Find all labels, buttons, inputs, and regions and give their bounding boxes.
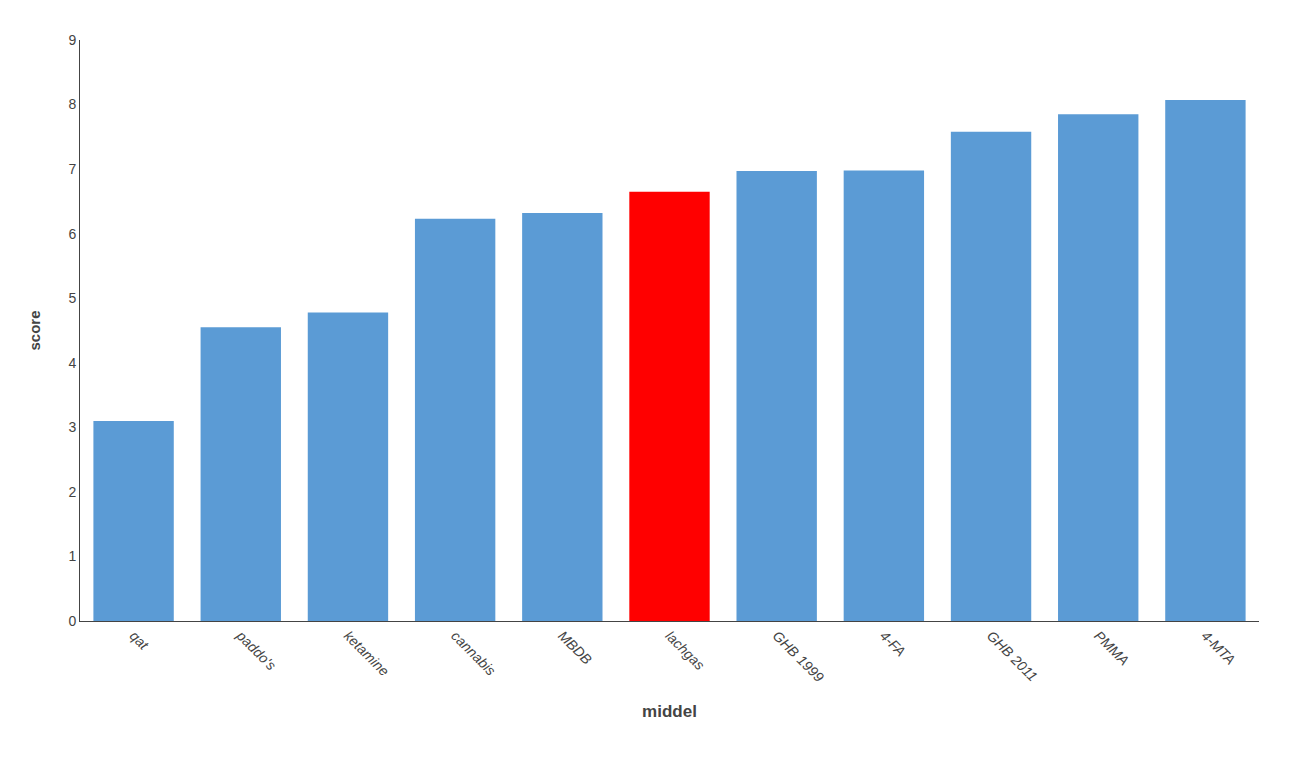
svg-text:6: 6 xyxy=(68,226,76,242)
svg-text:4-MTA: 4-MTA xyxy=(1198,628,1238,668)
svg-text:MBDB: MBDB xyxy=(555,628,595,668)
svg-text:5: 5 xyxy=(68,290,76,306)
svg-text:1: 1 xyxy=(68,548,76,564)
svg-text:GHB 1999: GHB 1999 xyxy=(770,628,828,686)
svg-text:lachgas: lachgas xyxy=(662,628,707,673)
svg-text:8: 8 xyxy=(68,96,76,112)
svg-text:4: 4 xyxy=(68,355,76,371)
svg-text:0: 0 xyxy=(68,613,76,629)
svg-text:3: 3 xyxy=(68,419,76,435)
svg-text:qat: qat xyxy=(127,628,153,654)
svg-text:9: 9 xyxy=(68,32,76,48)
svg-text:PMMA: PMMA xyxy=(1091,628,1132,669)
svg-text:cannabis: cannabis xyxy=(448,628,499,679)
svg-text:GHB 2011: GHB 2011 xyxy=(984,628,1041,685)
svg-text:middel: middel xyxy=(642,702,697,721)
svg-text:ketamine: ketamine xyxy=(341,628,393,680)
svg-text:2: 2 xyxy=(68,484,76,500)
svg-text:paddo's: paddo's xyxy=(233,627,279,673)
svg-text:4-FA: 4-FA xyxy=(877,628,909,660)
svg-text:7: 7 xyxy=(68,161,76,177)
svg-text:score: score xyxy=(26,310,43,350)
